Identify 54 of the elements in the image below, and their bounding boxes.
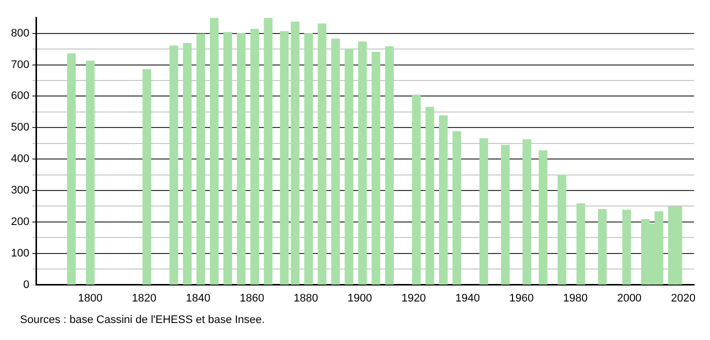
x-tick-label: 1860 xyxy=(240,292,264,304)
x-tick-label: 1980 xyxy=(563,292,588,304)
x-tick-label: 1940 xyxy=(455,292,480,304)
x-tick-label: 1880 xyxy=(294,292,318,304)
bar xyxy=(412,94,421,285)
x-tick-label: 2000 xyxy=(617,292,642,304)
y-tick-label: 100 xyxy=(10,247,30,260)
bar xyxy=(67,53,76,285)
y-tick-label: 700 xyxy=(10,58,30,71)
y-tick-label: 400 xyxy=(10,153,30,166)
bar xyxy=(304,32,313,285)
bar xyxy=(558,174,566,285)
x-tick-label: 1960 xyxy=(509,292,534,304)
bar xyxy=(86,60,95,285)
bar xyxy=(210,18,219,285)
bar xyxy=(344,48,354,285)
bar xyxy=(196,34,206,285)
y-tick-label: 800 xyxy=(10,27,30,40)
y-tick-label: 200 xyxy=(10,216,30,228)
bar xyxy=(385,46,394,285)
bar xyxy=(280,31,289,285)
bar xyxy=(479,138,488,285)
bar xyxy=(182,43,192,285)
x-tick-label: 1920 xyxy=(401,292,426,304)
x-tick-label: 1840 xyxy=(186,292,210,304)
bar xyxy=(236,32,246,285)
y-tick-label: 0 xyxy=(23,278,30,291)
bar xyxy=(622,210,631,285)
bar xyxy=(223,32,232,285)
bar xyxy=(439,115,448,285)
bar xyxy=(426,106,434,285)
x-tick-label: 2020 xyxy=(670,292,696,304)
y-tick-label: 600 xyxy=(10,90,30,102)
bar xyxy=(501,144,510,285)
bar xyxy=(250,28,259,285)
source-note: Sources : base Cassini de l'EHESS et base Insee. xyxy=(20,314,266,326)
bar xyxy=(264,18,272,285)
bar xyxy=(318,24,326,285)
bar xyxy=(598,209,607,285)
bar xyxy=(331,38,340,285)
bar xyxy=(358,41,367,285)
bar xyxy=(372,52,380,285)
y-tick-label: 300 xyxy=(10,184,30,197)
bar xyxy=(169,46,178,285)
bar xyxy=(142,69,152,285)
x-tick-label: 1900 xyxy=(348,292,372,304)
x-tick-label: 1800 xyxy=(78,292,102,304)
bar xyxy=(522,139,532,285)
bar xyxy=(452,131,462,285)
y-tick-label: 500 xyxy=(10,122,30,134)
bar xyxy=(290,22,300,285)
bar xyxy=(576,203,586,285)
bar xyxy=(538,150,548,285)
x-tick-label: 1820 xyxy=(132,292,156,304)
